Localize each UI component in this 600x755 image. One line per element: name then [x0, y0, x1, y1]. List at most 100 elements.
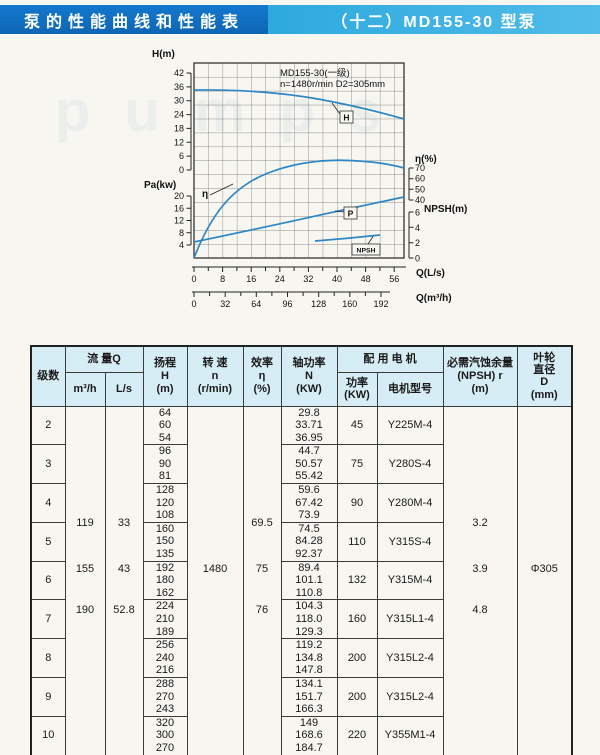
npsh-merged-cell: 3.2 3.9 4.8: [442, 405, 518, 755]
motor-model-value: Y315M-4: [376, 560, 444, 601]
table-row: 2 119 155 190 33 43 52.8 64 60 54 1480: [30, 405, 573, 755]
motor-model-value: Y315S-4: [376, 521, 444, 562]
plot-border: [193, 62, 405, 259]
motor-kw-value: 110: [336, 521, 378, 562]
motor-kw-value: 132: [336, 560, 378, 601]
head-values: 320 300 270: [142, 715, 188, 755]
col-header-flow: 流 量Q: [64, 345, 144, 373]
svg-text:56: 56: [389, 274, 399, 284]
table-row: 9 288 270 243 134.1 151.7 166.3 200 Y315L2-4: [30, 676, 572, 717]
head-values: 256 240 216: [142, 638, 188, 678]
stage-value: 10: [30, 715, 66, 755]
svg-text:6: 6: [415, 208, 420, 218]
shaft-power-values: 29.8 33.71 36.95: [280, 405, 338, 446]
motor-model-value: Y315L1-4: [376, 599, 444, 640]
motor-model-value: Y280M-4: [376, 483, 444, 523]
svg-text:12: 12: [174, 137, 184, 147]
svg-text:30: 30: [174, 96, 184, 106]
shaft-power-values: 119.2 134.8 147.8: [280, 638, 338, 678]
chart-grid: [194, 63, 404, 258]
shaft-power-values: 74.5 84.28 92.37: [280, 521, 338, 562]
svg-text:48: 48: [361, 274, 371, 284]
svg-text:NPSH(m): NPSH(m): [424, 204, 467, 215]
svg-text:η(%): η(%): [415, 154, 437, 165]
curve-power: [193, 196, 405, 243]
stage-value: 3: [30, 444, 66, 485]
head-values: 288 270 243: [142, 676, 188, 717]
curve-label-power: P: [334, 206, 358, 220]
svg-text:Q(L/s): Q(L/s): [416, 268, 445, 279]
svg-text:8: 8: [179, 228, 184, 238]
svg-text:0: 0: [191, 299, 196, 309]
col-header-speed: 转 速 n (r/min): [186, 345, 244, 407]
svg-text:Pa(kw): Pa(kw): [144, 180, 176, 191]
page-title-left: 泵的性能曲线和性能表: [0, 5, 268, 34]
performance-curve-chart: MD155-30(一级) n=1480r/min D2=305mm H η: [128, 45, 478, 320]
svg-text:192: 192: [373, 299, 388, 309]
motor-kw-value: 90: [336, 483, 378, 523]
stage-value: 8: [30, 638, 66, 678]
motor-kw-value: 200: [336, 676, 378, 717]
svg-text:32: 32: [303, 274, 313, 284]
motor-kw-value: 200: [336, 638, 378, 678]
curve-H: [193, 89, 405, 120]
svg-text:36: 36: [174, 82, 184, 92]
axis-efficiency: η(%) 70 60 50 40: [408, 154, 437, 205]
shaft-power-values: 149 168.6 184.7: [280, 715, 338, 755]
svg-text:24: 24: [174, 110, 184, 120]
curve-efficiency: [193, 159, 405, 259]
svg-text:6: 6: [179, 151, 184, 161]
motor-model-value: Y315L2-4: [376, 676, 444, 717]
head-values: 224 210 189: [142, 599, 188, 640]
page-title-right: （十二）MD155-30 型泵: [268, 5, 600, 34]
stage-value: 7: [30, 599, 66, 640]
svg-text:160: 160: [342, 299, 357, 309]
head-values: 96 90 81: [142, 444, 188, 485]
efficiency-merged-cell: 69.5 75 76: [242, 405, 282, 755]
chart-svg: MD155-30(一级) n=1480r/min D2=305mm H η: [144, 49, 467, 309]
col-header-motor-model: 电机型号: [376, 371, 444, 407]
svg-text:42: 42: [174, 68, 184, 78]
svg-text:18: 18: [174, 123, 184, 133]
svg-text:96: 96: [282, 299, 292, 309]
shaft-power-values: 59.6 67.42 73.9: [280, 483, 338, 523]
table-row: 3 96 90 81 44.7 50.57 55.42 75 Y280S-4: [30, 444, 572, 485]
svg-text:8: 8: [220, 274, 225, 284]
svg-text:16: 16: [174, 203, 184, 213]
table-row: 10 320 300 270 149 168.6 184.7 220 Y355M1-4: [30, 715, 572, 755]
head-values: 160 150 135: [142, 521, 188, 562]
shaft-power-values: 89.4 101.1 110.8: [280, 560, 338, 601]
motor-model-value: Y355M1-4: [376, 715, 444, 755]
curve-label-npsh: NPSH: [351, 236, 381, 256]
stage-value: 4: [30, 483, 66, 523]
col-header-npsh: 必需汽蚀余量 (NPSH) r (m): [442, 345, 518, 407]
shaft-power-values: 44.7 50.57 55.42: [280, 444, 338, 485]
stage-value: 6: [30, 560, 66, 601]
svg-text:0: 0: [191, 274, 196, 284]
svg-text:24: 24: [275, 274, 285, 284]
stage-value: 2: [30, 405, 66, 446]
stage-value: 9: [30, 676, 66, 717]
motor-kw-value: 160: [336, 599, 378, 640]
table-row: 5 160 150 135 74.5 84.28 92.37 110 Y315S-4: [30, 521, 572, 562]
motor-model-value: Y280S-4: [376, 444, 444, 485]
motor-model-value: Y315L2-4: [376, 638, 444, 678]
svg-text:32: 32: [220, 299, 230, 309]
svg-text:P: P: [348, 209, 354, 219]
svg-text:H(m): H(m): [152, 49, 175, 60]
svg-text:128: 128: [311, 299, 326, 309]
svg-text:4: 4: [179, 240, 184, 250]
shaft-power-values: 134.1 151.7 166.3: [280, 676, 338, 717]
svg-text:50: 50: [415, 184, 425, 194]
table-row: 7 224 210 189 104.3 118.0 129.3 160 Y315L1-4: [30, 599, 572, 640]
svg-text:0: 0: [179, 165, 184, 175]
axis-power: Pa(kw) 20 16 12 8 4: [144, 180, 192, 250]
svg-text:64: 64: [251, 299, 261, 309]
svg-text:H: H: [343, 113, 349, 123]
col-header-efficiency: 效率 η (%): [242, 345, 282, 407]
col-header-shaft-power: 轴功率 N (KW): [280, 345, 338, 407]
curve-label-H: H: [331, 102, 354, 124]
axis-q-ls: 0 8 16 24 32 40 48 56 Q(L/s): [191, 266, 445, 284]
head-values: 192 180 162: [142, 560, 188, 601]
